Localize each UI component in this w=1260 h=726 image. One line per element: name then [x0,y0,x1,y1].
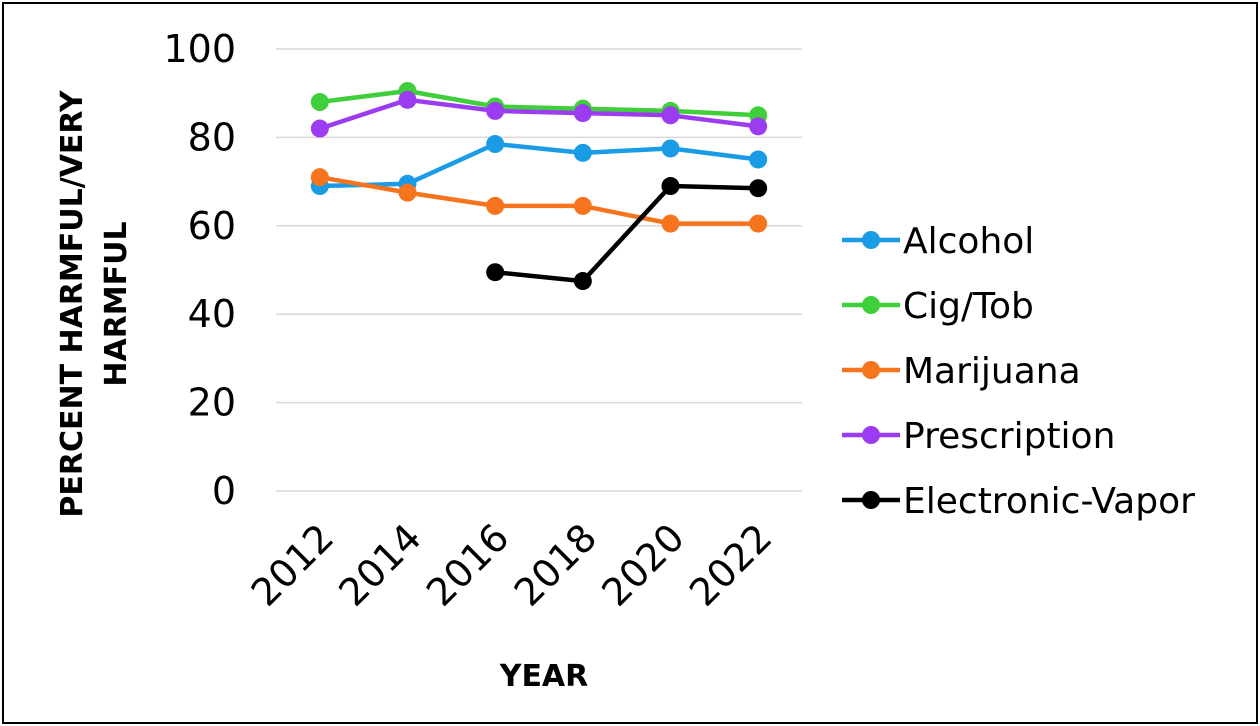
y-tick-label: 60 [188,204,236,248]
data-point [486,197,504,215]
data-point [749,151,767,169]
legend-marker [862,491,880,509]
legend-marker [862,426,880,444]
series-marijuana [311,168,767,232]
data-point [311,93,329,111]
y-axis-title-line-1: PERCENT HARMFUL/VERY [55,89,90,517]
y-tick-label: 100 [163,27,236,71]
x-tick-label: 2022 [681,515,781,615]
x-tick-label: 2012 [243,515,343,615]
data-point [749,179,767,197]
legend-item: Marijuana [842,351,1081,392]
data-point [574,104,592,122]
legend-marker [862,361,880,379]
data-point [574,144,592,162]
data-point [399,184,417,202]
legend: Alcohol Cig/Tob Marijuana Prescription Elect… [842,221,1195,522]
series-electronic-vapor [486,177,767,290]
y-axis-title-line-2: HARMFUL [99,221,134,386]
y-tick-label: 80 [188,115,236,159]
data-point [574,272,592,290]
y-axis-title: PERCENT HARMFUL/VERY HARMFUL [55,89,134,517]
legend-label: Electronic-Vapor [903,481,1195,522]
data-point [749,117,767,135]
legend-marker [862,231,880,249]
y-tick-label: 20 [188,381,236,425]
series-lines [311,82,767,290]
data-point [662,215,680,233]
legend-marker [862,296,880,314]
data-point [749,215,767,233]
data-point [399,91,417,109]
legend-item: Alcohol [842,221,1034,262]
data-point [662,139,680,157]
legend-item: Cig/Tob [842,286,1034,327]
series-line [320,144,758,186]
data-point [574,197,592,215]
y-tick-label: 0 [212,469,236,513]
data-point [486,263,504,281]
data-point [662,106,680,124]
legend-label: Prescription [903,416,1115,457]
x-tick-label: 2020 [593,515,693,615]
legend-label: Cig/Tob [903,286,1034,327]
x-tick-label: 2016 [418,515,518,615]
x-tick-label: 2014 [330,515,430,615]
x-axis-title: YEAR [499,659,589,694]
data-point [311,168,329,186]
series-line [495,186,758,281]
data-point [486,135,504,153]
y-tick-label: 40 [188,292,236,336]
y-tick-labels: 0 20 40 60 80 100 [163,27,236,513]
legend-label: Marijuana [903,351,1081,392]
legend-label: Alcohol [903,221,1034,262]
data-point [662,177,680,195]
data-point [486,102,504,120]
legend-item: Electronic-Vapor [842,481,1195,522]
legend-item: Prescription [842,416,1115,457]
data-point [311,120,329,138]
x-tick-label: 2018 [506,515,606,615]
